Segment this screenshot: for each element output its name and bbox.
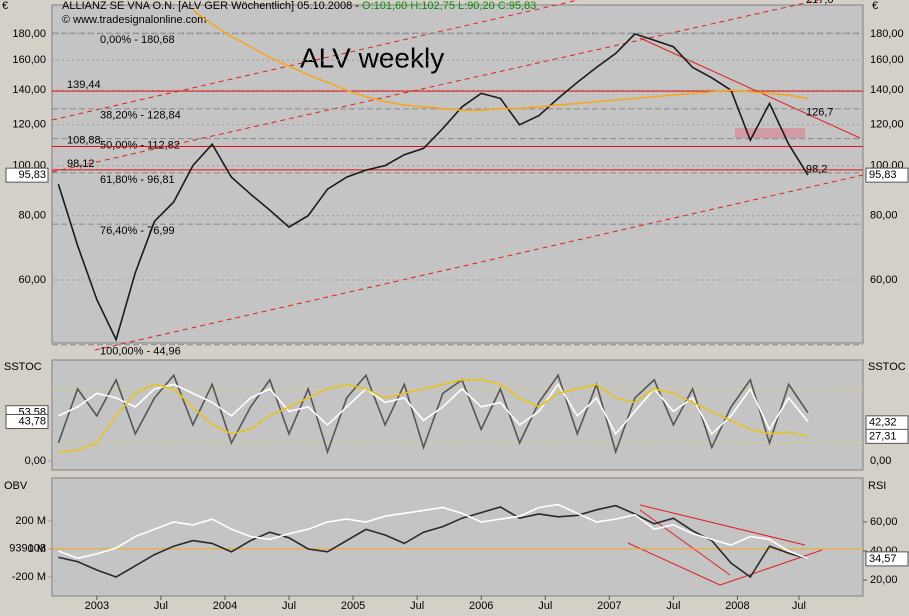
y-tick-label: -200 M bbox=[12, 571, 46, 583]
y-tick-label: 80,00 bbox=[18, 209, 46, 221]
panel-title: OBV bbox=[4, 480, 28, 492]
panel-title: RSI bbox=[868, 480, 886, 492]
value-label: 95,83 bbox=[18, 169, 46, 181]
y2-tick-label: 60,00 bbox=[870, 516, 898, 528]
value-box bbox=[5, 414, 49, 430]
x-tick-label: Jul bbox=[282, 600, 296, 612]
y-tick-label: 0 M bbox=[28, 543, 46, 555]
y-tick-label-right: 180,00 bbox=[870, 28, 904, 40]
price-panel bbox=[51, 4, 864, 344]
y-tick-label: 140,00 bbox=[12, 84, 46, 96]
x-tick-label: Jul bbox=[666, 600, 680, 612]
value-label: 95,83 bbox=[869, 169, 897, 181]
level-label: 98,12 bbox=[67, 158, 95, 170]
currency-right: € bbox=[872, 0, 878, 12]
series-line bbox=[58, 503, 809, 560]
fib-label: 38,20% - 128,84 bbox=[100, 110, 181, 122]
y-tick-label-right: 120,00 bbox=[870, 119, 904, 131]
rsi-trend bbox=[719, 549, 823, 586]
x-tick-label: 2006 bbox=[469, 600, 493, 612]
source: © www.tradesignalonline.com bbox=[62, 14, 206, 26]
value-label: 43,78 bbox=[18, 415, 46, 427]
series-line bbox=[58, 382, 809, 436]
header: ALLIANZ SE VNA O.N. [ALV GER Wöchentlich… bbox=[62, 0, 536, 12]
series-line bbox=[57, 373, 809, 455]
trend-line bbox=[639, 37, 861, 139]
y-tick-label: 60,00 bbox=[18, 274, 46, 286]
y-tick-label: 200 M bbox=[15, 515, 46, 527]
instrument: ALLIANZ SE VNA O.N. [ALV GER Wöchentlich… bbox=[62, 0, 359, 12]
series-line bbox=[57, 32, 809, 342]
annotation: 98,2 bbox=[806, 164, 827, 176]
value-label: 27,31 bbox=[869, 430, 897, 442]
zone bbox=[735, 128, 805, 138]
x-tick-label: 2003 bbox=[85, 600, 109, 612]
x-tick-label: 2004 bbox=[213, 600, 237, 612]
x-tick-label: Jul bbox=[410, 600, 424, 612]
fib-label: 0,00% - 180,68 bbox=[100, 34, 175, 46]
value-box bbox=[865, 428, 909, 444]
trend-lines bbox=[51, 0, 864, 586]
y-tick-label: 120,00 bbox=[12, 119, 46, 131]
chart-title: ALV weekly bbox=[300, 42, 444, 73]
level-label: 139,44 bbox=[67, 79, 101, 91]
annotation: 126,7 bbox=[806, 106, 834, 118]
currency-left: € bbox=[2, 0, 8, 12]
annotation: 217,0 bbox=[806, 0, 834, 6]
ohlc: O:101,60 H:102,75 L:90,20 C:95,83 bbox=[362, 0, 536, 12]
channel-line bbox=[51, 0, 581, 121]
level-label: 108,88 bbox=[67, 134, 101, 146]
obv-panel bbox=[51, 477, 864, 597]
x-tick-label: 2007 bbox=[597, 600, 621, 612]
y-tick-label: 180,00 bbox=[12, 28, 46, 40]
y-tick-label-right: 140,00 bbox=[870, 84, 904, 96]
y-tick-label-right: 160,00 bbox=[870, 54, 904, 66]
x-tick-label: Jul bbox=[792, 600, 806, 612]
y-tick-label-right: 0,00 bbox=[870, 455, 891, 467]
fib-label: 50,00% - 112,82 bbox=[100, 139, 180, 151]
panel-title: SSTOC bbox=[868, 361, 906, 373]
value-box bbox=[865, 167, 909, 183]
x-tick-label: 2005 bbox=[341, 600, 365, 612]
channel-line bbox=[51, 0, 821, 173]
y-tick-label: 0,00 bbox=[25, 455, 46, 467]
series-line bbox=[58, 379, 809, 453]
panel-title: SSTOC bbox=[4, 361, 42, 373]
series-line bbox=[58, 504, 809, 579]
fib-label: 100,00% - 44,96 bbox=[100, 346, 181, 358]
fib-label: 61,80% - 96,81 bbox=[100, 174, 175, 186]
y-tick-label-right: 60,00 bbox=[870, 274, 898, 286]
value-box bbox=[865, 551, 909, 567]
series-line bbox=[192, 9, 809, 112]
x-tick-label: Jul bbox=[154, 600, 168, 612]
reference-label: 939108 bbox=[9, 543, 46, 555]
rsi-trend bbox=[639, 504, 806, 546]
y-tick-label-right: 80,00 bbox=[870, 209, 898, 221]
x-tick-label: Jul bbox=[538, 600, 552, 612]
value-box bbox=[5, 167, 49, 183]
x-tick-label: 2008 bbox=[725, 600, 749, 612]
rsi-trend bbox=[639, 509, 731, 576]
y2-tick-label: 20,00 bbox=[870, 574, 898, 586]
rsi-trend bbox=[627, 542, 721, 586]
fib-label: 76,40% - 76,99 bbox=[100, 225, 175, 237]
y-tick-label: 160,00 bbox=[12, 54, 46, 66]
value-label: 34,57 bbox=[869, 553, 897, 565]
value-label: 42,32 bbox=[869, 417, 897, 429]
